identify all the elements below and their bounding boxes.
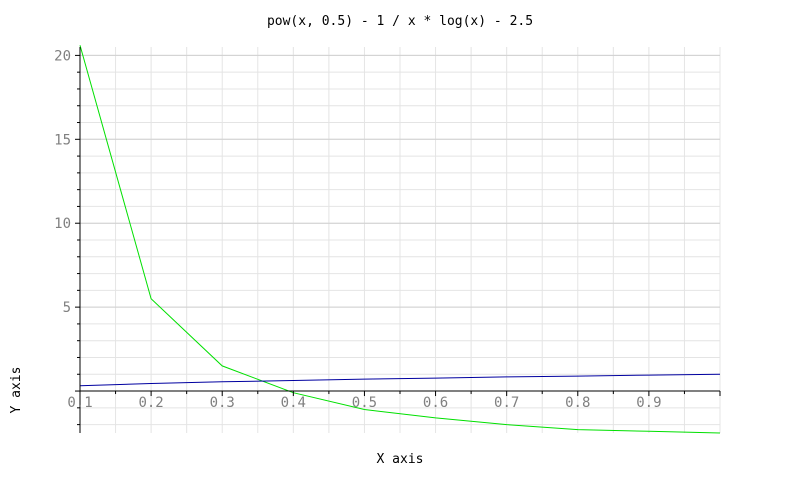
x-tick-label: 0.5 <box>352 395 377 411</box>
series-line-2 <box>79 373 721 387</box>
x-tick-label: 0.2 <box>138 395 163 411</box>
y-tick-label: 15 <box>54 132 71 148</box>
series-line-1 <box>79 45 721 434</box>
x-tick-label: 0.4 <box>281 395 306 411</box>
axes <box>75 47 721 433</box>
y-tick-label: 20 <box>54 48 71 64</box>
grid <box>79 47 721 433</box>
series-group <box>79 45 721 434</box>
y-tick-label: 5 <box>63 300 71 316</box>
x-tick-label: 0.1 <box>67 395 92 411</box>
tick-labels: 5 10 15 20 0.1 0.2 0.3 0.4 0.5 0.6 0.7 0.8 0.9 <box>54 48 661 411</box>
y-axis-label: Y axis <box>9 367 24 414</box>
x-axis-label: X axis <box>377 452 424 467</box>
x-tick-label: 0.3 <box>210 395 235 411</box>
x-tick-label: 0.7 <box>494 395 519 411</box>
x-tick-label: 0.6 <box>423 395 448 411</box>
x-tick-label: 0.9 <box>636 395 661 411</box>
chart-title: pow(x, 0.5) - 1 / x * log(x) - 2.5 <box>267 14 533 29</box>
y-tick-label: 10 <box>54 216 71 232</box>
x-tick-label: 0.8 <box>565 395 590 411</box>
